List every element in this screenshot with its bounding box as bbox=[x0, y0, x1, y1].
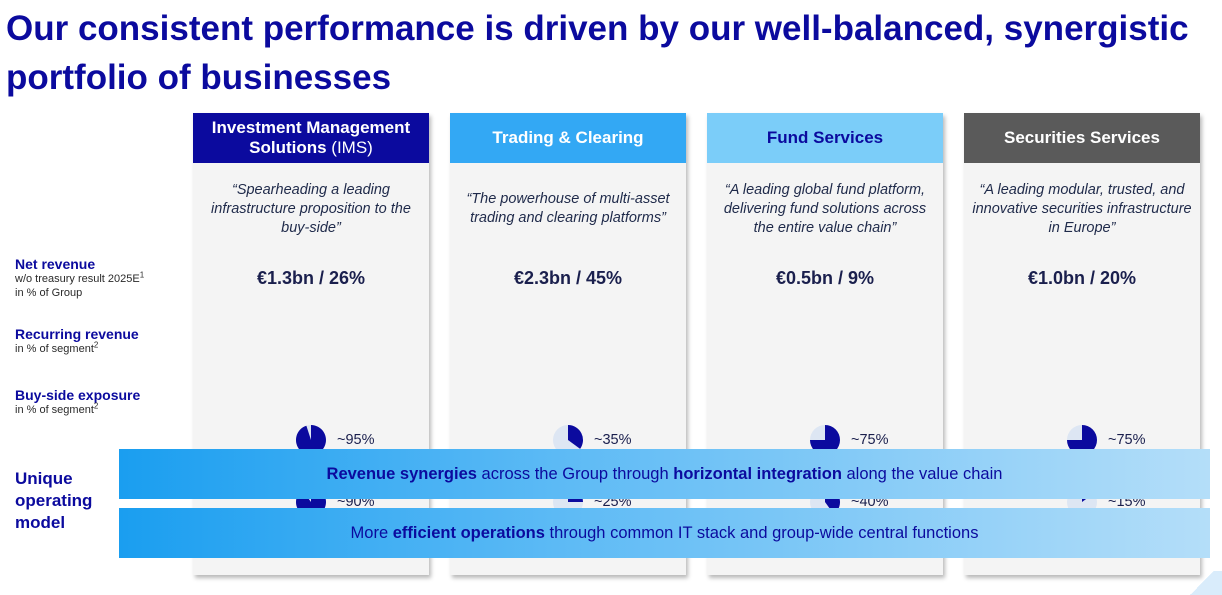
segment-header: Trading & Clearing bbox=[450, 113, 686, 163]
recurring-pie-icon bbox=[295, 425, 326, 455]
row-label-recurring: Recurring revenue in % of segment2 bbox=[15, 326, 139, 356]
row-label-buyside: Buy-side exposure in % of segment2 bbox=[15, 387, 140, 417]
segment-net-revenue: €2.3bn / 45% bbox=[513, 268, 623, 288]
net-revenue-sublabel: w/o treasury result 2025E1 bbox=[15, 270, 145, 285]
segment-column-fund: Fund Services “A leading global fund pla… bbox=[707, 113, 943, 575]
revenue-synergies-band: Revenue synergies across the Group throu… bbox=[119, 449, 1210, 499]
recurring-metric: ~75% bbox=[1066, 424, 1146, 456]
segment-quote: “The powerhouse of multi-asset trading a… bbox=[466, 191, 670, 226]
segment-header: Fund Services bbox=[707, 113, 943, 163]
net-revenue-label: Net revenue bbox=[15, 256, 96, 272]
segment-column-trading: Trading & Clearing “The powerhouse of mu… bbox=[450, 113, 686, 575]
buyside-label: Buy-side exposure bbox=[15, 387, 141, 403]
segment-net-revenue: €0.5bn / 9% bbox=[775, 268, 875, 288]
recurring-metric: ~35% bbox=[552, 424, 632, 456]
recurring-pie-icon bbox=[1067, 425, 1097, 455]
recurring-sublabel: in % of segment2 bbox=[15, 340, 99, 355]
recurring-percent: ~75% bbox=[851, 432, 889, 448]
efficient-operations-band: More efficient operations through common… bbox=[119, 508, 1210, 558]
segment-column-securities: Securities Services “A leading modular, … bbox=[964, 113, 1200, 575]
recurring-percent: ~35% bbox=[594, 432, 632, 448]
pie-slice bbox=[568, 425, 584, 449]
pie-slice bbox=[1067, 425, 1097, 455]
segment-quote: “Spearheading a leading infrastructure p… bbox=[211, 181, 411, 236]
corner-decoration bbox=[1182, 571, 1222, 595]
recurring-pie-icon bbox=[553, 425, 584, 455]
segment-header: Investment Management Solutions (IMS) bbox=[193, 113, 429, 163]
recurring-metric: ~75% bbox=[809, 424, 889, 456]
pie-slice bbox=[810, 425, 840, 455]
segment-quote: “A leading modular, trusted, and innovat… bbox=[972, 181, 1192, 236]
segment-net-revenue: €1.3bn / 26% bbox=[256, 268, 366, 288]
recurring-percent: ~95% bbox=[337, 432, 375, 448]
buyside-sublabel: in % of segment2 bbox=[15, 401, 99, 416]
segment-column-ims: Investment Management Solutions (IMS) “S… bbox=[193, 113, 429, 575]
operating-model-label: Unique operating model bbox=[15, 469, 93, 532]
recurring-pie-icon bbox=[810, 425, 840, 455]
segment-net-revenue: €1.0bn / 20% bbox=[1027, 268, 1137, 288]
segment-quote: “A leading global fund platform, deliver… bbox=[723, 181, 927, 236]
pie-slice bbox=[295, 425, 326, 455]
row-label-net-revenue: Net revenue w/o treasury result 2025E1 i… bbox=[15, 256, 144, 300]
recurring-percent: ~75% bbox=[1108, 432, 1146, 448]
recurring-label: Recurring revenue bbox=[15, 326, 139, 342]
net-revenue-sublabel-2: in % of Group bbox=[15, 287, 83, 299]
recurring-metric: ~95% bbox=[295, 424, 375, 456]
page-title: Our consistent performance is driven by … bbox=[6, 9, 1189, 97]
segment-header: Securities Services bbox=[964, 113, 1200, 163]
